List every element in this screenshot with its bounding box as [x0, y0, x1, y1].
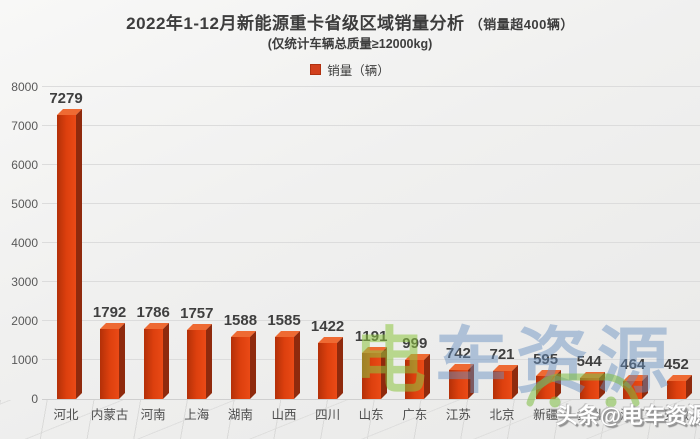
floor-grid [0, 400, 700, 439]
x-axis-label: 上海 [184, 408, 210, 422]
bar [143, 323, 169, 399]
y-axis-label: 2000 [11, 313, 38, 328]
bar-value-label: 742 [445, 345, 471, 363]
gridline [42, 398, 700, 400]
chart-title-note: （销量超400辆） [469, 17, 574, 32]
y-axis-label: 6000 [11, 157, 38, 172]
bar [318, 337, 344, 399]
y-axis-label: 8000 [11, 79, 38, 94]
gridline [42, 86, 700, 88]
x-axis-label: 新疆 [533, 408, 559, 422]
x-axis-label: 四川 [315, 408, 341, 422]
y-axis-label: 4000 [11, 235, 38, 250]
legend-label: 销量（辆） [327, 63, 390, 78]
bar-value-label: 1757 [180, 305, 214, 323]
bar [405, 353, 431, 399]
legend: 销量（辆） [0, 61, 700, 78]
y-axis-label: 7000 [11, 118, 38, 133]
x-axis-label: 河北 [53, 408, 79, 422]
x-axis-label: 山东 [358, 408, 384, 422]
bar-side-face [293, 331, 300, 399]
chart-subtitle: (仅统计车辆总质量≥12000kg) [267, 37, 433, 51]
bar [623, 374, 649, 399]
x-axis-label: 北京 [489, 408, 515, 422]
bar-side-face [511, 364, 518, 399]
bar-value-label: 464 [620, 355, 646, 373]
gridline [42, 320, 700, 322]
bar [187, 324, 213, 399]
bar [579, 371, 605, 399]
chart-title: 2022年1-12月新能源重卡省级区域销量分析 （销量超400辆） [0, 9, 700, 34]
bar-side-face [249, 331, 256, 399]
x-axis-label: 内蒙古 [90, 408, 129, 422]
x-axis-label: 安徽 [663, 408, 689, 422]
gridline [42, 281, 700, 283]
bar-value-label: 721 [489, 345, 515, 363]
bar [361, 346, 387, 399]
x-axis-label: 湖南 [227, 408, 253, 422]
bar-side-face [162, 323, 169, 399]
bar-value-label: 452 [663, 356, 689, 374]
x-axis-label: 河南 [140, 408, 166, 422]
gridline [42, 203, 700, 205]
gridline [42, 164, 700, 166]
y-axis-label: 1000 [11, 352, 38, 367]
chart-title-main: 2022年1-12月新能源重卡省级区域销量分析 [126, 14, 465, 33]
bar [56, 108, 82, 399]
x-axis-label: 山西 [271, 408, 297, 422]
bar-side-face [337, 337, 344, 399]
bar-value-label: 1588 [223, 312, 258, 329]
bar-side-face [75, 108, 82, 399]
y-axis-label: 5000 [11, 196, 38, 211]
bar [666, 375, 692, 399]
bar-value-label: 544 [576, 352, 602, 370]
y-axis-label: 3000 [11, 274, 38, 289]
bar-side-face [685, 375, 692, 399]
x-axis-label: 广东 [402, 408, 428, 422]
bar [230, 331, 256, 399]
bar-side-face [380, 346, 387, 399]
bar-value-label: 1786 [136, 304, 170, 322]
bar-value-label: 1422 [310, 318, 345, 336]
bar-side-face [119, 323, 126, 399]
bar [448, 364, 474, 399]
gridline [42, 125, 700, 127]
bar-side-face [598, 371, 605, 399]
gridline [42, 242, 700, 244]
legend-marker-icon [310, 63, 322, 75]
bar [100, 323, 126, 399]
bar-value-label: 595 [533, 350, 559, 368]
bar [274, 331, 300, 399]
y-axis-label: 0 [31, 392, 38, 406]
x-axis-label: 浙江 [620, 408, 646, 422]
bar-side-face [467, 364, 474, 399]
bar-value-label: 1792 [92, 304, 127, 322]
bar-value-label: 999 [402, 334, 428, 352]
bar-value-label: 1585 [267, 312, 301, 330]
bar [536, 369, 562, 399]
bar-side-face [642, 374, 649, 399]
bar-value-label: 7279 [49, 89, 83, 107]
bar-value-label: 1191 [354, 327, 388, 345]
x-axis-label: 江苏 [445, 408, 471, 422]
bar-side-face [206, 324, 213, 399]
x-axis-label: 贵州 [576, 408, 602, 422]
bar [492, 364, 518, 399]
bar-side-face [555, 369, 562, 399]
